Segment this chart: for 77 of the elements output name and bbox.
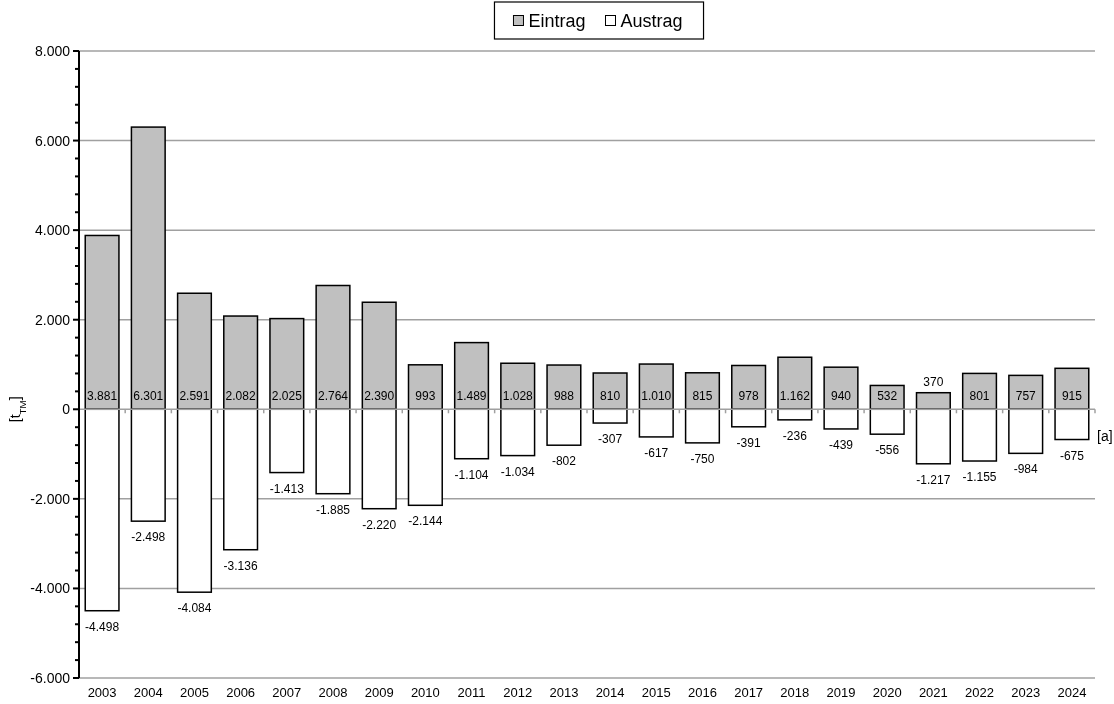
x-tick-label: 2020 — [872, 685, 902, 700]
legend-label: Eintrag — [528, 11, 586, 31]
data-label: 1.010 — [641, 389, 672, 404]
data-label: -1.413 — [269, 481, 305, 496]
x-tick-label: 2019 — [826, 685, 856, 700]
x-tick-label: 2022 — [965, 685, 995, 700]
data-label: -2.144 — [408, 514, 443, 529]
x-tick-label: 2006 — [226, 685, 256, 700]
data-label: -1.155 — [962, 470, 997, 485]
x-tick-label: 2005 — [179, 685, 209, 700]
data-label: 1.028 — [502, 389, 534, 404]
data-label: 810 — [600, 389, 621, 404]
data-label: -675 — [1059, 448, 1085, 463]
data-label: 532 — [877, 389, 898, 404]
data-label: -984 — [1013, 462, 1039, 477]
x-tick-label: 2023 — [1011, 685, 1041, 700]
data-label: 915 — [1061, 389, 1083, 404]
x-tick-label: 2003 — [87, 685, 117, 700]
x-tick-label: 2014 — [595, 685, 625, 700]
data-label: -391 — [736, 435, 761, 450]
x-tick-label: 2009 — [364, 685, 394, 700]
data-label: 2.764 — [317, 389, 349, 404]
x-tick-label: 2024 — [1057, 685, 1087, 700]
data-label: 6.301 — [133, 389, 164, 404]
data-label: -1.217 — [916, 472, 951, 487]
data-label: -2.498 — [131, 530, 166, 545]
x-tick-label: 2015 — [641, 685, 671, 700]
data-label: -1.104 — [454, 467, 489, 482]
data-label: 2.025 — [271, 389, 303, 404]
data-label: -4.498 — [85, 619, 120, 634]
data-label: 757 — [1015, 389, 1037, 404]
y-tick-label: -6.000 — [30, 670, 71, 686]
x-tick-label: 2011 — [457, 685, 486, 700]
data-label: -2.220 — [362, 517, 397, 532]
y-tick-label: 4.000 — [34, 222, 71, 239]
data-label: 1.162 — [779, 389, 811, 404]
y-tick-label: 8.000 — [34, 43, 71, 59]
x-tick-label: 2021 — [918, 685, 948, 700]
y-tick-label: 6.000 — [34, 132, 71, 149]
y-tick-label: 2.000 — [34, 311, 71, 328]
x-tick-label: 2008 — [318, 685, 348, 700]
data-label: -1.885 — [315, 502, 351, 517]
data-label: -617 — [644, 445, 669, 460]
data-label: 988 — [553, 389, 575, 404]
data-label: 978 — [738, 389, 759, 404]
x-tick-label: 2016 — [687, 685, 717, 700]
data-label: -750 — [690, 451, 715, 466]
y-tick-label: -2.000 — [30, 490, 71, 507]
data-label: 2.082 — [225, 389, 256, 404]
data-label: 1.489 — [456, 389, 487, 404]
x-tick-label: 2010 — [410, 685, 440, 700]
data-label: -4.084 — [177, 601, 212, 616]
data-label: 815 — [692, 389, 713, 404]
x-axis-title: [a] — [1097, 428, 1113, 445]
data-label: 2.390 — [364, 389, 395, 404]
data-label: 3.881 — [87, 389, 118, 404]
y-tick-label: 0 — [62, 401, 71, 418]
data-label: -1.034 — [500, 464, 536, 479]
data-label: -439 — [828, 437, 854, 452]
x-tick-label: 2004 — [133, 685, 163, 700]
x-tick-label: 2012 — [503, 685, 533, 700]
data-label: -802 — [551, 454, 577, 469]
data-label: -307 — [598, 432, 623, 447]
data-label: 940 — [830, 389, 852, 404]
data-label: 370 — [923, 374, 944, 389]
x-tick-label: 2007 — [272, 685, 302, 700]
x-tick-label: 2013 — [549, 685, 579, 700]
y-tick-label: -4.000 — [30, 580, 71, 597]
data-label: 801 — [969, 389, 990, 404]
x-tick-label: 2018 — [780, 685, 810, 700]
data-label: -236 — [782, 428, 808, 443]
data-label: 2.591 — [179, 389, 210, 404]
data-label: -556 — [875, 443, 900, 458]
data-label: 993 — [415, 389, 436, 404]
data-label: -3.136 — [223, 558, 258, 573]
x-tick-label: 2017 — [734, 685, 764, 700]
legend-label: Austrag — [620, 11, 683, 31]
